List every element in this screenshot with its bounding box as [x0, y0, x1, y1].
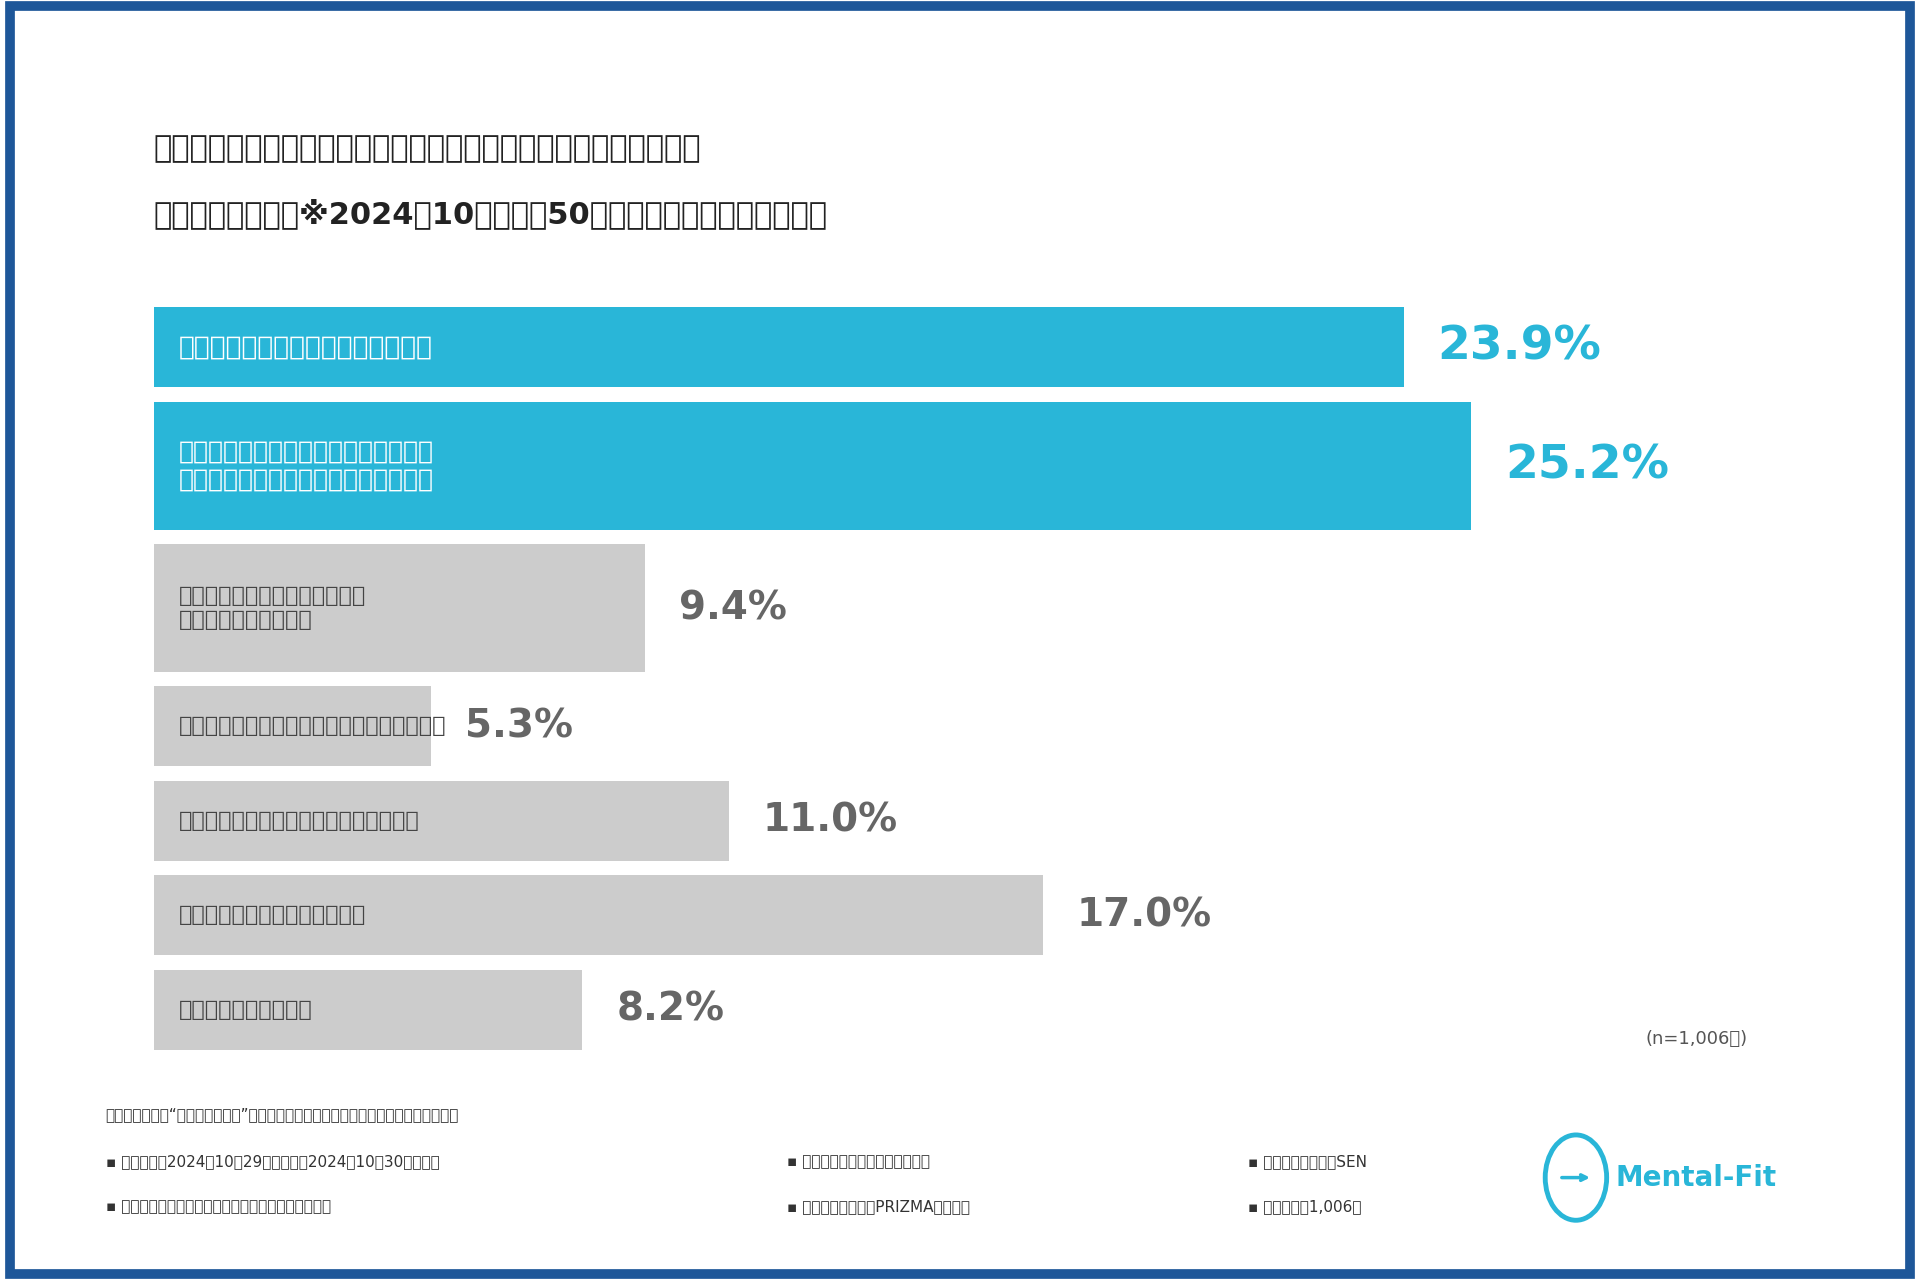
Text: ▪ 調査元：株式会社SEN: ▪ 調査元：株式会社SEN: [1248, 1155, 1367, 1170]
Bar: [154, 876, 1043, 955]
Bar: [154, 781, 730, 860]
Text: 実施状況がわからない: 実施状況がわからない: [179, 1000, 313, 1020]
Text: 5.3%: 5.3%: [465, 708, 572, 745]
Text: Mental-Fit: Mental-Fit: [1617, 1164, 1778, 1192]
Text: ▪ 調査人数：1,006人: ▪ 調査人数：1,006人: [1248, 1199, 1361, 1215]
Text: ▪ 調査対象：調査回答時に経営者と回答したモニター: ▪ 調査対象：調査回答時に経営者と回答したモニター: [106, 1199, 330, 1215]
Text: 8.2%: 8.2%: [616, 991, 724, 1029]
Bar: [154, 307, 1404, 387]
Bar: [154, 402, 1471, 530]
Text: 17.0%: 17.0%: [1077, 896, 1212, 934]
Text: ▪ 調査方法：インターネット調査: ▪ 調査方法：インターネット調査: [787, 1155, 929, 1170]
Text: 教えてください。※2024年10月現在は50人未満の事業所では努力義務: 教えてください。※2024年10月現在は50人未満の事業所では努力義務: [154, 198, 828, 229]
Bar: [154, 686, 430, 767]
Text: 意義を感じないので、取り組んでいない: 意義を感じないので、取り組んでいない: [179, 810, 420, 831]
Text: ▪ 調査期間：2024年10月29日（火）～2024年10月30日（水）: ▪ 調査期間：2024年10月29日（火）～2024年10月30日（水）: [106, 1155, 440, 1170]
Text: ▪ モニター提供元：PRIZMAリサーチ: ▪ モニター提供元：PRIZMAリサーチ: [787, 1199, 970, 1215]
Bar: [154, 544, 645, 672]
Text: 意義を感じ、真剣に取り組んでいる: 意義を感じ、真剣に取り組んでいる: [179, 334, 432, 360]
Text: 意義を感じないが、義務なので
真剣に取り組んでいる: 意義を感じないが、義務なので 真剣に取り組んでいる: [179, 586, 367, 630]
Text: 《調査概要：「“アフターコロナ”の企業のメンタルヘルスケア対策」に関する調査》: 《調査概要：「“アフターコロナ”の企業のメンタルヘルスケア対策」に関する調査》: [106, 1107, 459, 1123]
Text: 意義を感じ、真剣に取り組みたいが、
手が回らず適当になってしまっている: 意義を感じ、真剣に取り組みたいが、 手が回らず適当になってしまっている: [179, 440, 434, 492]
Bar: [154, 970, 582, 1050]
Text: 25.2%: 25.2%: [1505, 443, 1668, 488]
Text: 9.4%: 9.4%: [680, 589, 787, 627]
Text: 23.9%: 23.9%: [1438, 325, 1601, 370]
Text: 義務であることを知らなかった: 義務であることを知らなかった: [179, 905, 367, 925]
Text: 11.0%: 11.0%: [762, 801, 899, 840]
Text: 意義を感じないので、適当に取り組んでいる: 意義を感じないので、適当に取り組んでいる: [179, 717, 447, 736]
Text: 厚生労働省が義務化しているストレスチェックの実施状況について: 厚生労働省が義務化しているストレスチェックの実施状況について: [154, 134, 701, 164]
Text: (n=1,006人): (n=1,006人): [1645, 1030, 1747, 1048]
